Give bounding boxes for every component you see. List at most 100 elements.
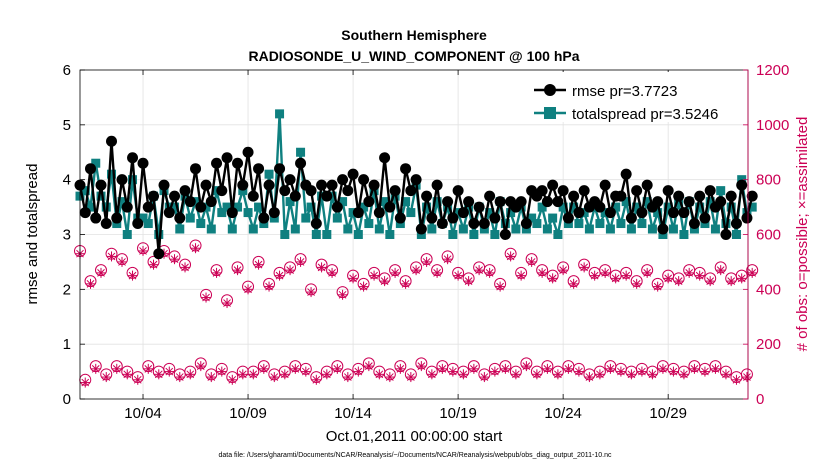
x-tick-label: 10/19 [439, 405, 477, 422]
totalspread-point [584, 224, 594, 234]
totalspread-point [170, 202, 180, 212]
obs-assimilated-point [626, 369, 637, 380]
obs-assimilated-point [516, 270, 527, 281]
rmse-point [137, 157, 149, 169]
obs-assimilated-point [122, 369, 133, 380]
obs-assimilated-point [85, 278, 96, 289]
asterisk-stroke [648, 370, 657, 379]
asterisk-stroke [485, 269, 494, 277]
y-tick-label-left: 0 [63, 391, 71, 408]
rmse-point [484, 190, 496, 202]
asterisk-stroke [133, 375, 142, 384]
rmse-point [352, 207, 364, 219]
obs-assimilated-point [547, 273, 558, 284]
totalspread-point [716, 186, 726, 196]
obs-assimilated-point [337, 289, 348, 300]
rmse-point [389, 185, 401, 197]
obs-assimilated-point [652, 281, 663, 292]
asterisk-stroke [307, 288, 315, 296]
totalspread-point [91, 158, 101, 168]
obs-assimilated-point [101, 372, 112, 383]
totalspread-point [621, 197, 631, 207]
rmse-point [142, 201, 154, 213]
y-tick-label-left: 3 [63, 227, 71, 244]
asterisk-stroke [343, 373, 352, 381]
totalspread-point [117, 197, 127, 207]
obs-assimilated-point [342, 372, 353, 383]
rmse-point [426, 212, 438, 224]
totalspread-point [485, 208, 495, 218]
rmse-point [641, 179, 653, 191]
totalspread-point [427, 224, 437, 234]
rmse-point [121, 201, 133, 213]
rmse-point [431, 179, 443, 191]
obs-assimilated-point [248, 369, 259, 380]
obs-assimilated-point [636, 366, 647, 377]
obs-assimilated-point [689, 363, 700, 374]
obs-assimilated-point [699, 366, 710, 377]
totalspread-point [527, 213, 537, 223]
totalspread-point [469, 230, 479, 239]
obs-assimilated-point [489, 366, 500, 377]
rmse-point [741, 212, 753, 224]
totalspread-point [143, 219, 153, 229]
rmse-point [211, 157, 223, 169]
obs-assimilated-point [90, 363, 101, 374]
obs-assimilated-point [174, 372, 185, 383]
asterisk-stroke [580, 263, 589, 272]
rmse-point [604, 207, 616, 219]
rmse-point [247, 190, 259, 202]
totalspread-point [731, 230, 741, 239]
totalspread-point [138, 213, 148, 223]
rmse-point [447, 212, 459, 224]
asterisk-stroke [522, 362, 531, 370]
totalspread-point [542, 224, 552, 234]
obs-assimilated-point [237, 369, 248, 380]
asterisk-stroke [286, 266, 294, 274]
rmse-point [379, 152, 391, 164]
totalspread-point [154, 230, 164, 239]
totalspread-point [254, 202, 264, 212]
obs-assimilated-point [258, 363, 269, 374]
obs-assimilated-point [736, 273, 747, 284]
asterisk-stroke [91, 364, 100, 373]
totalspread-point [569, 202, 579, 212]
asterisk-stroke [706, 277, 715, 285]
totalspread-point [553, 230, 563, 239]
asterisk-stroke [86, 279, 95, 288]
obs-assimilated-point [615, 366, 626, 377]
asterisk-stroke [112, 364, 121, 373]
obs-assimilated-point [589, 270, 600, 281]
y-tick-label-right: 1000 [756, 117, 789, 134]
obs-assimilated-point [295, 256, 306, 267]
obs-assimilated-point [353, 366, 364, 377]
obs-assimilated-point [495, 281, 506, 292]
obs-assimilated-point [290, 363, 301, 374]
asterisk-stroke [270, 373, 279, 381]
asterisk-stroke [722, 370, 730, 379]
rmse-point [720, 229, 732, 240]
rmse-point [279, 185, 291, 197]
chart-subtitle: RADIOSONDE_U_WIND_COMPONENT @ 100 hPa [248, 48, 579, 64]
y-tick-label-left: 6 [63, 62, 71, 79]
asterisk-stroke [632, 279, 641, 288]
obs-assimilated-point [663, 273, 674, 284]
obs-assimilated-point [642, 267, 653, 278]
legend-rmse-marker [544, 84, 556, 96]
totalspread-point [632, 202, 642, 212]
obs-assimilated-point [311, 374, 322, 385]
totalspread-point [275, 109, 285, 119]
asterisk-stroke [701, 367, 709, 376]
asterisk-stroke [170, 255, 179, 264]
rmse-point [405, 185, 417, 197]
asterisk-stroke [364, 362, 373, 370]
obs-assimilated-point [694, 270, 705, 281]
asterisk-stroke [181, 263, 189, 272]
rmse-point [688, 218, 700, 230]
obs-assimilated-point [201, 292, 212, 303]
asterisk-stroke [669, 367, 678, 376]
rmse-point [520, 218, 532, 230]
asterisk-stroke [428, 370, 436, 379]
rmse-point [305, 185, 317, 197]
totalspread-point [448, 230, 458, 239]
